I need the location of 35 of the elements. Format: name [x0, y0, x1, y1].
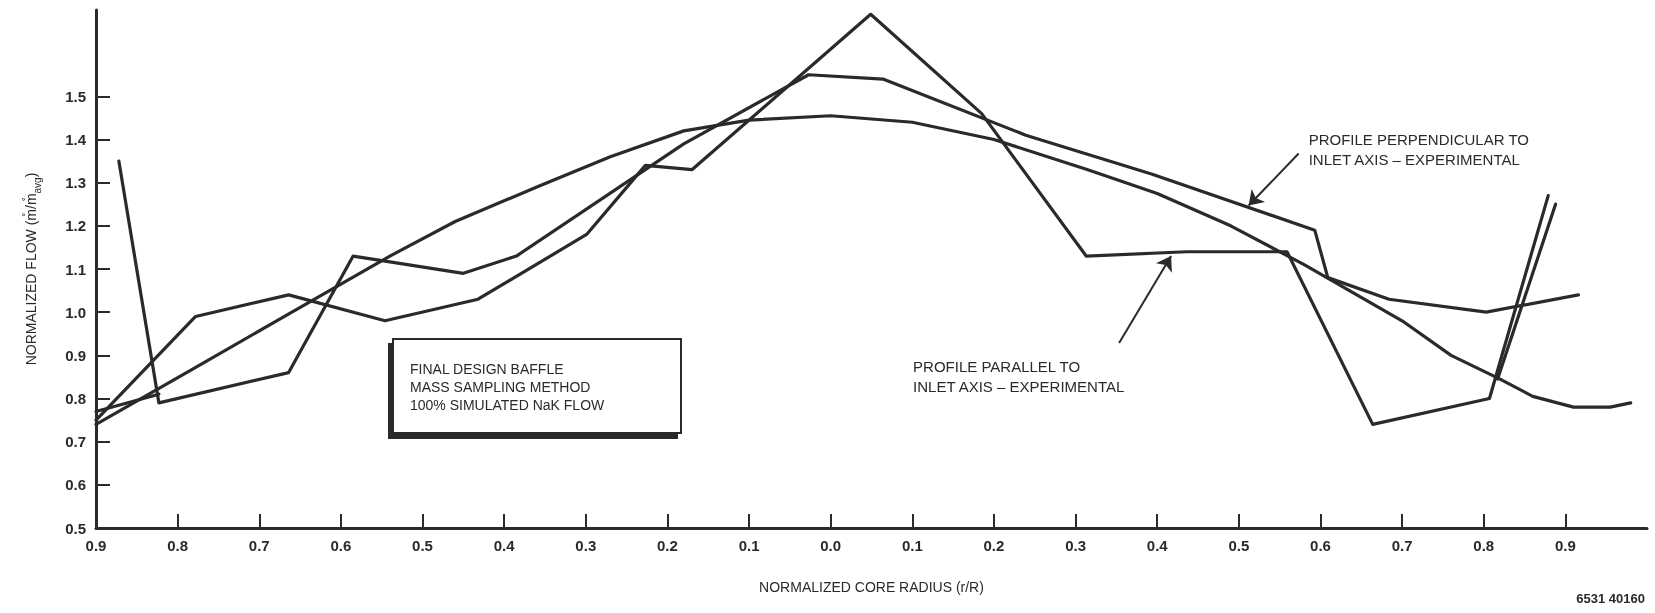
annotation: PROFILE PERPENDICULAR TO INLET AXIS – EXPERIMENTAL [1308, 131, 1529, 169]
x-tick-label: 0.6 [1310, 537, 1331, 554]
x-tick-label: 0.0 [820, 537, 842, 554]
x-tick-label: 0.2 [983, 537, 1005, 554]
x-tick-label: 0.1 [901, 537, 923, 554]
annotation: PROFILE PARALLEL TO INLET AXIS – EXPERIMENTAL [913, 357, 1125, 395]
y-tick-label: 1.3 [65, 174, 86, 192]
y-tick-label: 1.0 [65, 303, 86, 321]
y-tick-label: 0.9 [65, 346, 86, 364]
x-tick-label: 0.5 [412, 537, 433, 554]
x-axis-title: NORMALIZED CORE RADIUS (r/R) [759, 579, 984, 595]
x-tick-label: 0.4 [493, 537, 516, 554]
text: 6531 40160 [1576, 591, 1645, 606]
x-tick-label: 0.9 [85, 537, 107, 554]
x-tick-label: 0.3 [1065, 537, 1087, 554]
x-tick-label: 0.7 [248, 537, 270, 554]
x-tick-label: 0.8 [167, 537, 189, 554]
y-tick-label: 0.8 [65, 390, 86, 407]
x-tick-label: 0.7 [1391, 537, 1413, 554]
y-tick-label: 1.1 [65, 260, 86, 278]
x-tick-label: 0.8 [1473, 537, 1495, 554]
y-tick-label: 0.7 [65, 433, 86, 451]
y-tick-label: 1.2 [65, 217, 86, 235]
x-tick-label: 0.6 [330, 537, 352, 554]
y-tick-label: 1.4 [65, 131, 87, 148]
x-tick-label: 0.2 [656, 537, 678, 554]
x-tick-label: 0.4 [1146, 537, 1169, 554]
y-axis-title: NORMALIZED FLOW (m̊/m̊avg) [21, 172, 43, 366]
x-tick-label: 0.5 [1228, 537, 1250, 554]
x-tick-label: 0.3 [575, 537, 597, 554]
y-tick-label: 1.5 [65, 87, 86, 105]
y-tick-label: 0.5 [65, 519, 86, 537]
x-tick-label: 0.9 [1554, 537, 1576, 554]
x-tick-label: 0.1 [738, 537, 760, 554]
y-tick-label: 0.6 [65, 476, 86, 494]
